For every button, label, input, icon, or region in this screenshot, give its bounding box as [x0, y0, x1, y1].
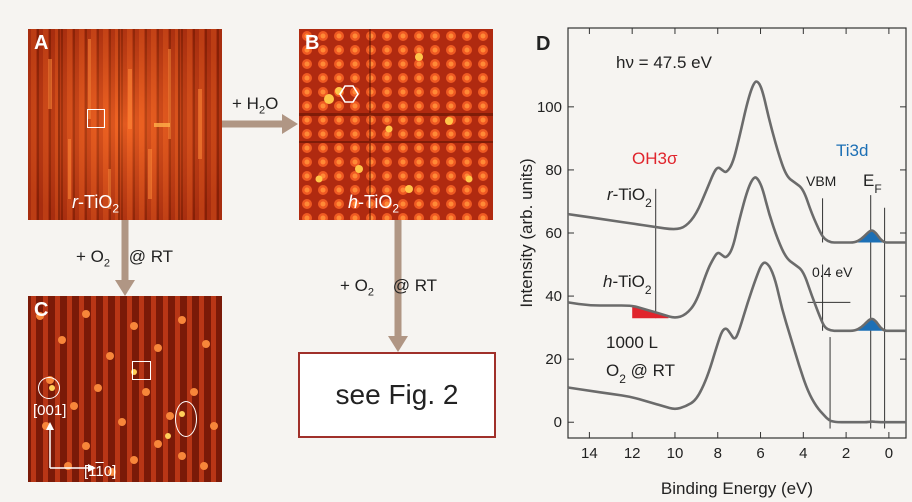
x-tick-label: 14 — [581, 445, 598, 462]
crystal-axes-icon — [46, 422, 96, 472]
r-tio2-curve-label: r-TiO2 — [607, 185, 652, 210]
panel-a-label: A — [34, 32, 49, 54]
ellipse-marker — [175, 401, 197, 437]
axis-1-10-label: [110] — [84, 463, 117, 480]
panel-b-image — [299, 29, 493, 220]
see-fig-2-box: see Fig. 2 — [298, 352, 496, 438]
spectrum-curve-2 — [567, 261, 906, 424]
vbm-label: VBM — [806, 173, 836, 189]
unit-cell-square — [87, 109, 105, 128]
panel-c-image — [28, 296, 222, 482]
spectrum-curve-1 — [567, 176, 906, 333]
axis-001-label: [001] — [33, 402, 67, 419]
y-tick-label: 60 — [545, 225, 562, 242]
x-tick-label: 8 — [714, 445, 722, 462]
arrow-h2o-label: + H2O — [232, 94, 279, 117]
circle-marker — [38, 377, 60, 399]
x-tick-label: 12 — [624, 445, 641, 462]
panel-a-image — [28, 29, 222, 220]
y-tick-label: 40 — [545, 288, 562, 305]
ef-label: EF — [863, 171, 882, 196]
x-tick-label: 6 — [756, 445, 764, 462]
dose-label-line2: O2 @ RT — [606, 361, 675, 386]
panel-b-label: B — [305, 32, 320, 54]
x-axis-label: Binding Energy (eV) — [661, 479, 813, 498]
arrow-o2-label-left: + O2 @ RT — [76, 247, 174, 270]
unit-cell-square — [132, 361, 151, 380]
x-tick-label: 0 — [885, 445, 893, 462]
panel-d-label: D — [536, 33, 550, 55]
spectrum-curve-0 — [567, 80, 906, 244]
x-tick-label: 10 — [667, 445, 684, 462]
ti3d-label: Ti3d — [836, 141, 868, 160]
x-tick-label: 2 — [842, 445, 850, 462]
y-axis-label: Intensity (arb. units) — [517, 158, 536, 307]
oh3sigma-label: OH3σ — [632, 149, 678, 168]
arrow-o2-label-right: + O2 @ RT — [340, 276, 438, 299]
y-tick-label: 20 — [545, 351, 562, 368]
panel-b-material-label: h-TiO2 — [348, 192, 400, 216]
y-tick-label: 100 — [537, 99, 562, 116]
dose-label-line1: 1000 L — [606, 333, 658, 352]
panel-a-material-label: r-TiO2 — [72, 192, 120, 216]
panel-c-label: C — [34, 299, 49, 321]
x-tick-label: 4 — [799, 445, 807, 462]
h-tio2-curve-label: h-TiO2 — [603, 272, 652, 297]
gap-label: 0.4 eV — [812, 264, 853, 280]
y-tick-label: 80 — [545, 162, 562, 179]
hexagon-marker — [339, 85, 359, 103]
photon-energy-label: hν = 47.5 eV — [616, 53, 713, 72]
y-tick-label: 0 — [554, 414, 562, 431]
